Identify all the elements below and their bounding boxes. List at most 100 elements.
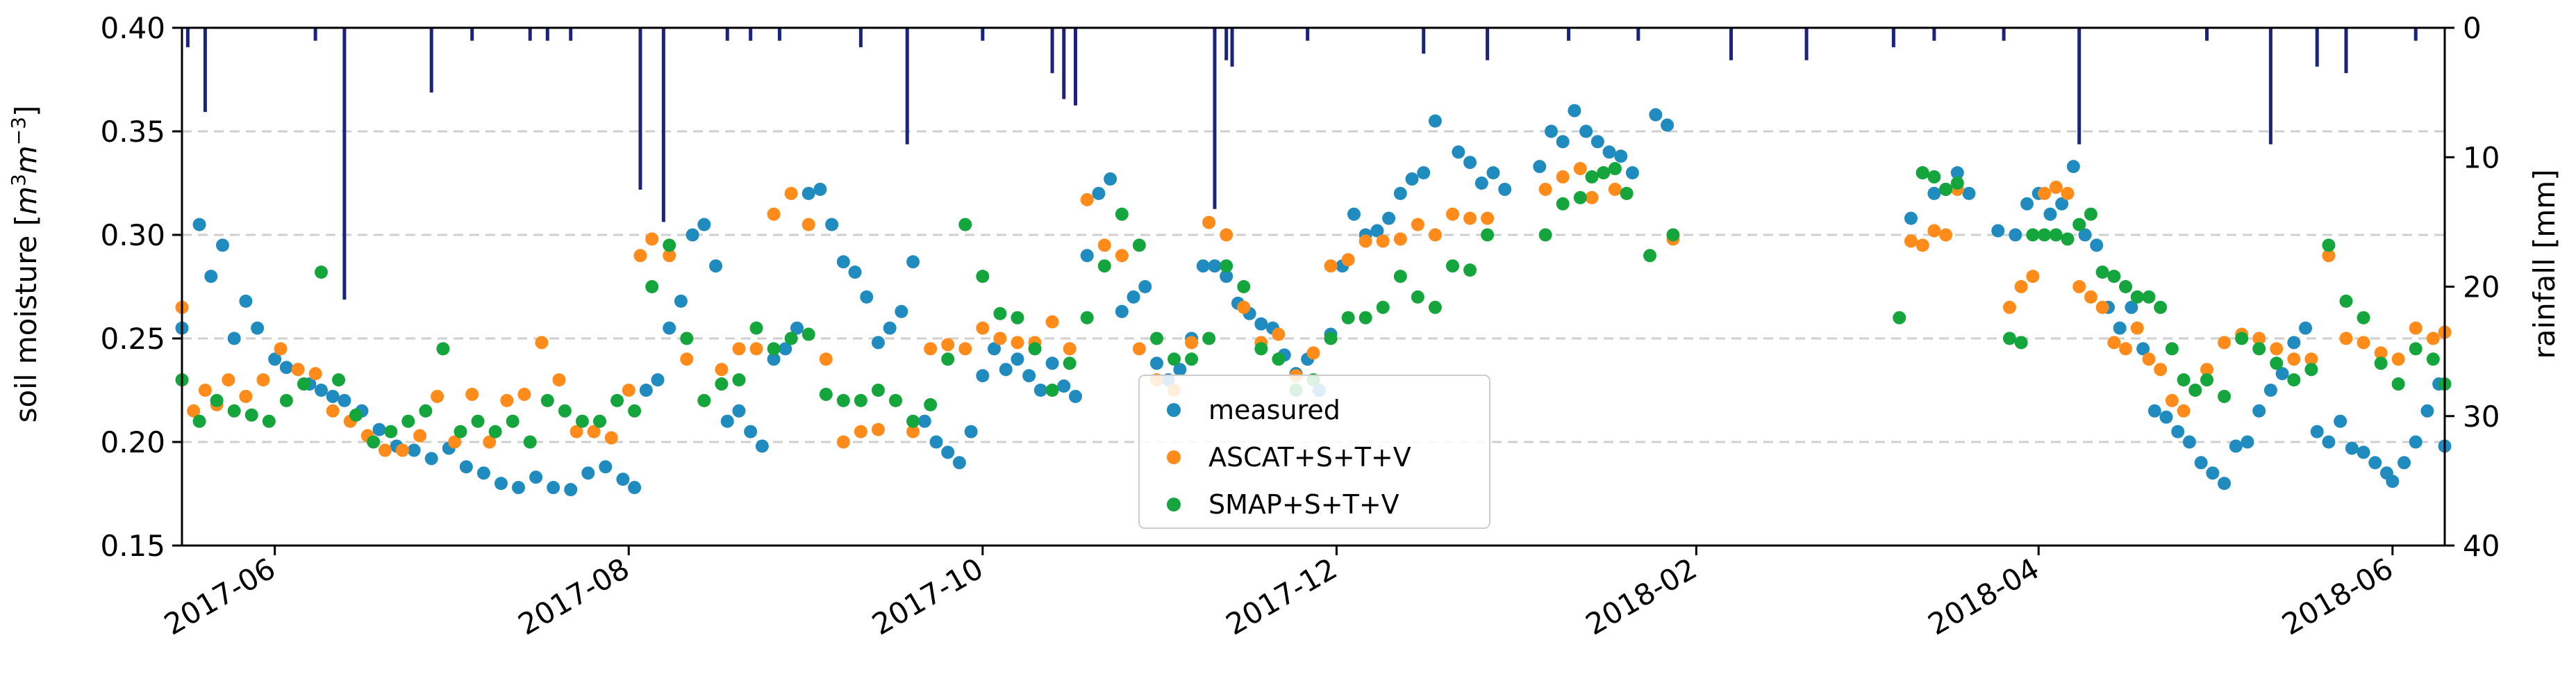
data-point — [2357, 311, 2370, 325]
data-point — [1608, 182, 1622, 196]
data-point — [512, 481, 526, 495]
data-point — [1220, 228, 1233, 242]
data-point — [1237, 280, 1251, 293]
data-point — [239, 294, 253, 308]
data-point — [2026, 270, 2040, 284]
data-point — [2049, 228, 2063, 242]
data-point — [616, 473, 630, 486]
data-point — [697, 393, 711, 407]
left-tick-label: 0.15 — [100, 529, 165, 563]
data-point — [349, 408, 363, 422]
data-point — [1237, 300, 1251, 314]
data-point — [2322, 249, 2336, 263]
data-point — [1063, 342, 1077, 356]
data-point — [2391, 377, 2405, 391]
data-point — [1382, 211, 1396, 225]
data-point — [1272, 352, 1286, 366]
data-point — [326, 404, 340, 418]
data-point — [941, 352, 955, 366]
legend-box — [1138, 375, 1490, 529]
data-point — [2345, 441, 2359, 455]
data-point — [222, 373, 235, 387]
data-point — [645, 232, 659, 246]
data-point — [2398, 456, 2411, 470]
data-point — [1324, 259, 1338, 273]
data-point — [2206, 466, 2220, 480]
data-point — [1080, 249, 1094, 263]
data-point — [2177, 373, 2191, 387]
data-point — [610, 393, 624, 407]
data-point — [709, 259, 723, 273]
data-point — [1167, 352, 1181, 366]
data-point — [338, 393, 351, 407]
right-tick-label: 30 — [2463, 400, 2500, 434]
data-point — [2252, 331, 2266, 345]
data-point — [407, 443, 421, 457]
data-point — [1463, 263, 1477, 277]
data-point — [198, 384, 212, 397]
data-point — [801, 186, 815, 200]
data-point — [419, 404, 433, 418]
data-point — [2113, 321, 2127, 335]
data-point — [1445, 259, 1459, 273]
data-point — [680, 352, 694, 366]
left-tick-label: 0.30 — [100, 218, 165, 252]
data-point — [1893, 311, 1906, 325]
data-point — [2014, 336, 2028, 350]
data-point — [2090, 238, 2104, 252]
data-point — [958, 218, 972, 231]
x-tick-label: 2018-06 — [2276, 551, 2398, 641]
data-point — [1063, 357, 1077, 370]
data-point — [1568, 104, 1581, 117]
data-point — [268, 352, 282, 366]
data-point — [663, 238, 676, 252]
data-point — [924, 342, 938, 356]
data-point — [651, 373, 665, 387]
data-point — [1202, 331, 1216, 345]
data-point — [535, 336, 549, 350]
data-point — [1022, 369, 1036, 383]
data-point — [895, 304, 908, 318]
data-point — [587, 425, 601, 439]
data-point — [2142, 290, 2156, 304]
data-point — [384, 425, 398, 439]
data-point — [1115, 207, 1129, 221]
data-point — [663, 249, 676, 263]
data-point — [2002, 300, 2016, 314]
data-point — [401, 414, 415, 428]
data-point — [906, 425, 920, 439]
data-point — [1950, 177, 1964, 190]
data-point — [622, 384, 635, 397]
data-point — [1358, 311, 1372, 325]
data-point — [1927, 170, 1941, 184]
data-point — [732, 373, 746, 387]
data-point — [1939, 182, 1953, 196]
data-point — [2252, 342, 2266, 356]
data-point — [836, 435, 850, 449]
data-point — [424, 452, 438, 466]
data-point — [1649, 108, 1663, 122]
data-point — [1028, 342, 1042, 356]
data-point — [2125, 300, 2138, 314]
data-point — [1428, 228, 1442, 242]
data-point — [1196, 259, 1210, 273]
data-point — [1417, 166, 1431, 180]
data-point — [227, 331, 241, 345]
legend-marker — [1167, 450, 1181, 464]
data-point — [2218, 336, 2232, 350]
data-point — [279, 393, 293, 407]
data-point — [2374, 357, 2388, 370]
data-point — [2426, 352, 2440, 366]
data-point — [215, 238, 229, 252]
left-tick-label: 0.25 — [100, 322, 165, 356]
data-point — [523, 435, 537, 449]
data-point — [1538, 228, 1552, 242]
data-point — [2339, 294, 2353, 308]
data-point — [2194, 456, 2208, 470]
data-point — [1115, 304, 1129, 318]
x-tick-label: 2017-08 — [513, 551, 635, 641]
data-point — [2357, 445, 2370, 459]
data-point — [2287, 373, 2301, 387]
data-point — [2188, 384, 2202, 397]
